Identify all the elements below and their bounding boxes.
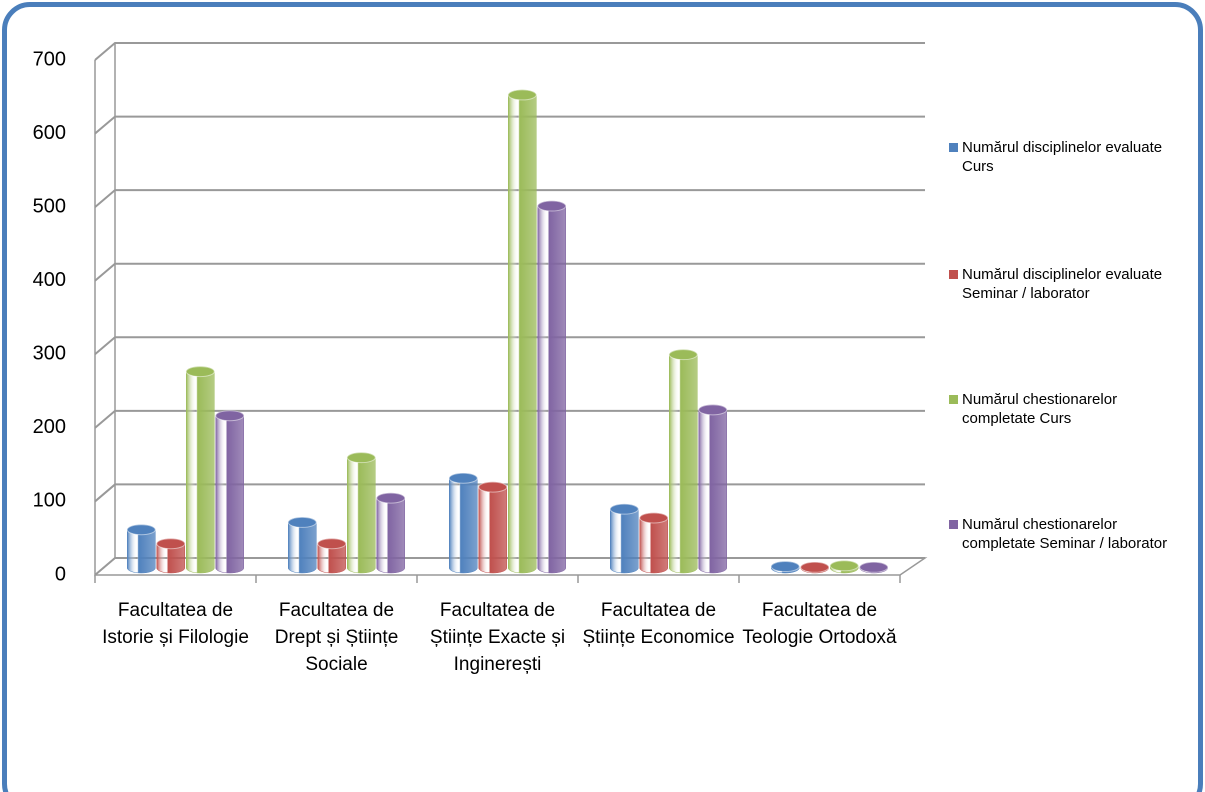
legend-label: Numărul chestionarelor completate Semina…: [962, 516, 1168, 552]
y-tick-label: 0: [55, 563, 66, 585]
grid-line: [94, 42, 925, 61]
y-tick-label: 300: [33, 343, 66, 365]
grid-line: [94, 336, 925, 356]
legend-label: Numărul disciplinelor evaluate Curs: [962, 139, 1163, 175]
legend-label: Numărul disciplinelor evaluate Seminar /…: [962, 266, 1163, 302]
bar: [186, 366, 215, 574]
bar-cap: [668, 349, 698, 361]
legend-entry: Numărul disciplinelor evaluate Seminar /…: [949, 265, 1192, 303]
bar: [508, 89, 537, 574]
grid-line: [94, 115, 925, 135]
bar-cap: [156, 538, 186, 550]
legend-swatch: [949, 143, 958, 152]
y-tick-label: 100: [33, 490, 66, 512]
bar-cap: [829, 560, 859, 572]
legend-label: Numărul chestionarelor completate Curs: [962, 391, 1118, 427]
grid-line: [94, 483, 925, 503]
legend-entry: Numărul disciplinelor evaluate Curs: [949, 138, 1192, 176]
legend-entry: Numărul chestionarelor completate Curs: [949, 390, 1192, 428]
x-tick-label: Facultatea de Drept și Științe Sociale: [274, 600, 399, 675]
bar-cap: [478, 481, 508, 493]
y-tick-label: 200: [33, 416, 66, 438]
y-tick-label: 600: [33, 122, 66, 144]
bar-cap: [859, 561, 889, 573]
y-tick-label: 500: [33, 195, 66, 217]
bar-cap: [126, 524, 156, 536]
bar-cap: [537, 200, 567, 212]
grid-line: [94, 409, 925, 429]
bar: [347, 452, 376, 574]
bar-cap: [185, 366, 215, 378]
back-wall-edge: [94, 43, 116, 577]
bar-cap: [507, 89, 537, 101]
bar: [698, 404, 727, 574]
bar-cap: [376, 492, 406, 504]
x-tick-label: Facultatea de Științe Economice: [582, 600, 735, 648]
bar: [449, 473, 478, 574]
bar: [537, 200, 566, 574]
bar-cap: [770, 561, 800, 573]
legend-swatch: [949, 520, 958, 529]
grid-line: [94, 189, 925, 208]
bar-cap: [639, 512, 669, 524]
x-tick-label: Facultatea de Istorie și Filologie: [102, 600, 249, 648]
bar-cap: [317, 538, 347, 550]
bar: [478, 481, 507, 574]
bar: [215, 410, 244, 574]
bar: [376, 492, 405, 574]
x-tick-label: Facultatea de Teologie Ortodoxă: [742, 600, 897, 648]
bar-cap: [287, 516, 317, 528]
bar: [669, 349, 698, 574]
bar-cap: [346, 452, 376, 464]
x-tick-label: Facultatea de Științe Exacte și Inginere…: [429, 600, 566, 675]
bar-cap: [215, 410, 245, 422]
bar-cap: [609, 503, 639, 515]
legend-swatch: [949, 270, 958, 279]
bar-cap: [698, 404, 728, 416]
grid-line: [94, 262, 925, 282]
y-tick-label: 700: [33, 48, 66, 70]
y-tick-label: 400: [33, 269, 66, 291]
bar-cap: [800, 561, 830, 573]
legend-swatch: [949, 395, 958, 404]
legend-entry: Numărul chestionarelor completate Semina…: [949, 515, 1192, 553]
bar-cap: [448, 472, 478, 484]
